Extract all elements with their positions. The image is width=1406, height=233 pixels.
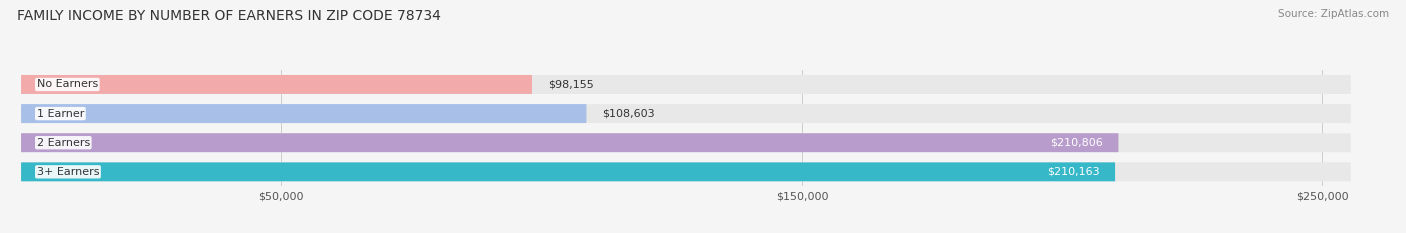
Text: 2 Earners: 2 Earners — [37, 138, 90, 148]
Text: $98,155: $98,155 — [548, 79, 593, 89]
FancyBboxPatch shape — [21, 75, 531, 94]
Text: $210,163: $210,163 — [1047, 167, 1099, 177]
FancyBboxPatch shape — [21, 104, 1351, 123]
FancyBboxPatch shape — [21, 75, 1351, 94]
Text: $108,603: $108,603 — [602, 109, 655, 119]
Text: 1 Earner: 1 Earner — [37, 109, 84, 119]
Text: $210,806: $210,806 — [1050, 138, 1102, 148]
Text: No Earners: No Earners — [37, 79, 98, 89]
Text: Source: ZipAtlas.com: Source: ZipAtlas.com — [1278, 9, 1389, 19]
FancyBboxPatch shape — [21, 133, 1118, 152]
Text: 3+ Earners: 3+ Earners — [37, 167, 100, 177]
FancyBboxPatch shape — [21, 133, 1351, 152]
Text: FAMILY INCOME BY NUMBER OF EARNERS IN ZIP CODE 78734: FAMILY INCOME BY NUMBER OF EARNERS IN ZI… — [17, 9, 440, 23]
FancyBboxPatch shape — [21, 104, 586, 123]
FancyBboxPatch shape — [21, 162, 1351, 181]
FancyBboxPatch shape — [21, 162, 1115, 181]
